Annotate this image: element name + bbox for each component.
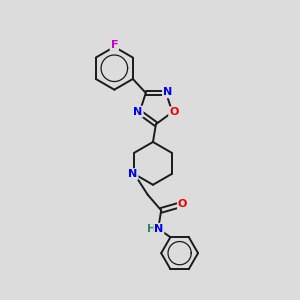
Text: N: N	[128, 169, 138, 179]
Text: N: N	[163, 87, 172, 98]
Text: F: F	[111, 40, 118, 50]
Text: N: N	[154, 224, 164, 234]
Text: O: O	[178, 200, 187, 209]
Text: O: O	[169, 107, 178, 117]
Text: N: N	[134, 106, 143, 117]
Text: H: H	[147, 224, 156, 234]
